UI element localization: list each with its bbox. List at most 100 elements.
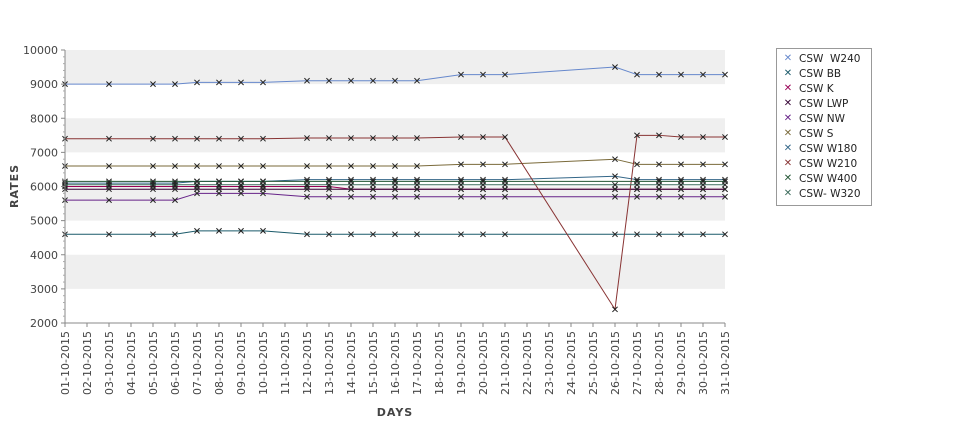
data-point bbox=[216, 227, 222, 234]
data-point bbox=[656, 186, 662, 193]
data-point bbox=[458, 186, 464, 193]
data-point bbox=[370, 77, 376, 84]
data-point bbox=[612, 306, 618, 313]
legend-marker-icon: ✕ bbox=[783, 112, 793, 124]
grid-band bbox=[65, 254, 725, 289]
x-tick-label: 20-10-2015 bbox=[477, 331, 490, 395]
series bbox=[62, 132, 728, 313]
data-point bbox=[722, 71, 728, 78]
legend-item: ✕ CSW W180 bbox=[777, 142, 871, 157]
data-point bbox=[150, 231, 156, 238]
data-point bbox=[700, 193, 706, 200]
data-point bbox=[634, 181, 640, 188]
data-point bbox=[502, 161, 508, 168]
data-point bbox=[326, 231, 332, 238]
y-tick-label: 10000 bbox=[23, 44, 58, 57]
legend-marker-icon: ✕ bbox=[783, 82, 793, 94]
data-point bbox=[612, 186, 618, 193]
data-point bbox=[238, 79, 244, 86]
legend-label: CSW W210 bbox=[799, 158, 858, 171]
data-point bbox=[370, 135, 376, 141]
data-point bbox=[348, 163, 354, 169]
data-point bbox=[260, 79, 266, 86]
x-tick-label: 05-10-2015 bbox=[147, 331, 160, 395]
data-point bbox=[480, 193, 486, 200]
data-point bbox=[326, 193, 332, 200]
data-point bbox=[678, 181, 684, 188]
data-point bbox=[172, 81, 178, 88]
data-point bbox=[656, 193, 662, 200]
data-point bbox=[238, 163, 244, 169]
data-point bbox=[480, 186, 486, 193]
data-point bbox=[392, 135, 398, 141]
data-point bbox=[634, 231, 640, 238]
data-point bbox=[326, 77, 332, 84]
data-point bbox=[612, 231, 618, 238]
data-point bbox=[172, 231, 178, 238]
data-point bbox=[106, 186, 112, 193]
data-point bbox=[480, 161, 486, 168]
data-point bbox=[106, 181, 112, 188]
data-point bbox=[480, 134, 486, 140]
x-tick-label: 25-10-2015 bbox=[587, 331, 600, 395]
data-point bbox=[612, 156, 618, 163]
data-point bbox=[194, 163, 200, 169]
x-tick-label: 21-10-2015 bbox=[499, 331, 512, 395]
data-point bbox=[150, 197, 156, 204]
y-tick-label: 5000 bbox=[30, 215, 58, 228]
data-point bbox=[326, 181, 332, 188]
y-tick-label: 6000 bbox=[30, 181, 58, 194]
legend-item: ✕ CSW W210 bbox=[777, 157, 871, 172]
y-tick-label: 7000 bbox=[30, 146, 58, 159]
data-point bbox=[458, 71, 464, 78]
data-point bbox=[150, 163, 156, 169]
data-point bbox=[722, 134, 728, 140]
data-point bbox=[238, 190, 244, 197]
x-tick-label: 17-10-2015 bbox=[411, 331, 424, 395]
data-point bbox=[414, 231, 420, 238]
y-axis-ticks: 2000 3000 4000 5000 6000 7000 8000 9000 10000 bbox=[23, 44, 65, 330]
legend-marker-icon: ✕ bbox=[783, 52, 793, 64]
x-tick-label: 10-10-2015 bbox=[257, 331, 270, 395]
data-point bbox=[216, 163, 222, 169]
x-tick-label: 01-10-2015 bbox=[59, 331, 72, 395]
data-point bbox=[348, 193, 354, 200]
data-point bbox=[700, 71, 706, 78]
legend-item: ✕ CSW- W320 bbox=[777, 187, 871, 202]
data-point bbox=[502, 134, 508, 140]
data-point bbox=[194, 79, 200, 86]
y-tick-label: 9000 bbox=[30, 78, 58, 91]
data-point bbox=[656, 161, 662, 168]
data-point bbox=[150, 135, 156, 142]
x-tick-label: 12-10-2015 bbox=[301, 331, 314, 395]
data-point bbox=[414, 163, 420, 169]
data-point bbox=[216, 190, 222, 197]
legend-marker-icon: ✕ bbox=[783, 97, 793, 109]
data-point bbox=[700, 161, 706, 168]
data-point bbox=[458, 181, 464, 188]
data-point bbox=[678, 231, 684, 238]
data-point bbox=[326, 135, 332, 141]
x-tick-label: 09-10-2015 bbox=[235, 331, 248, 395]
data-point bbox=[238, 227, 244, 234]
series bbox=[62, 64, 728, 88]
legend-marker-icon: ✕ bbox=[783, 128, 793, 140]
x-tick-label: 18-10-2015 bbox=[433, 331, 446, 395]
series bbox=[62, 156, 728, 169]
x-tick-label: 04-10-2015 bbox=[125, 331, 138, 395]
data-point bbox=[480, 231, 486, 238]
y-tick-label: 3000 bbox=[30, 283, 58, 296]
y-tick-label: 8000 bbox=[30, 112, 58, 125]
grid-band bbox=[65, 50, 725, 85]
x-tick-label: 19-10-2015 bbox=[455, 331, 468, 395]
data-point bbox=[370, 181, 376, 188]
data-point bbox=[348, 135, 354, 141]
data-point bbox=[634, 132, 640, 139]
data-point bbox=[722, 186, 728, 193]
data-point bbox=[612, 181, 618, 188]
legend-label: CSW LWP bbox=[799, 97, 849, 110]
data-point bbox=[370, 193, 376, 200]
legend-label: CSW- W320 bbox=[799, 188, 861, 201]
legend-item: ✕ CSW W240 bbox=[777, 51, 871, 66]
data-point bbox=[656, 132, 662, 139]
